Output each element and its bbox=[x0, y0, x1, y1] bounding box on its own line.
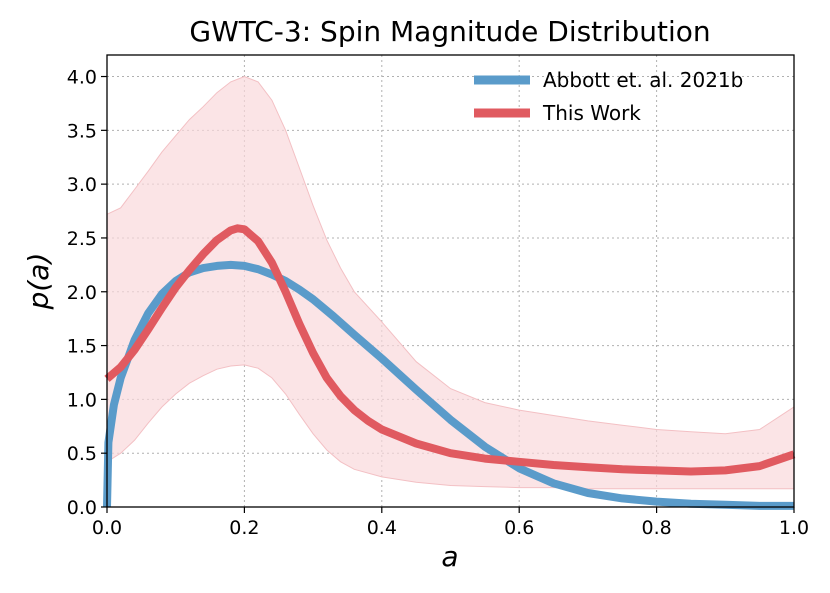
x-tick-label: 0.2 bbox=[229, 517, 259, 539]
y-tick-label: 1.0 bbox=[67, 389, 97, 411]
legend: Abbott et. al. 2021b This Work bbox=[474, 68, 743, 125]
y-tick-label: 0.0 bbox=[67, 497, 97, 519]
x-tick-label: 0.8 bbox=[641, 517, 671, 539]
x-tick-label: 0.0 bbox=[92, 517, 122, 539]
y-axis-ticks: 0.0 0.5 1.0 1.5 2.0 2.5 3.0 3.5 4.0 bbox=[67, 67, 107, 519]
x-axis-ticks: 0.0 0.2 0.4 0.6 0.8 1.0 bbox=[92, 507, 809, 539]
this-work-credible-band bbox=[106, 75, 795, 490]
y-tick-label: 0.5 bbox=[67, 443, 97, 465]
legend-label-this-work: This Work bbox=[542, 101, 641, 125]
y-tick-label: 2.5 bbox=[67, 228, 97, 250]
x-tick-label: 1.0 bbox=[779, 517, 809, 539]
chart-title: GWTC-3: Spin Magnitude Distribution bbox=[189, 15, 710, 48]
x-tick-label: 0.4 bbox=[367, 517, 397, 539]
series-line-this-work bbox=[104, 224, 796, 476]
series-line-abbott bbox=[103, 260, 794, 510]
x-tick-label: 0.6 bbox=[504, 517, 534, 539]
y-tick-label: 3.5 bbox=[67, 120, 97, 142]
y-tick-label: 1.5 bbox=[67, 336, 97, 358]
y-tick-label: 4.0 bbox=[67, 67, 97, 89]
y-tick-label: 2.0 bbox=[67, 282, 97, 304]
series-layer bbox=[103, 224, 796, 510]
credible-band-layer bbox=[106, 75, 795, 490]
y-tick-label: 3.0 bbox=[67, 174, 97, 196]
plot-frame bbox=[106, 54, 795, 508]
y-axis-label: p(a) bbox=[22, 253, 55, 311]
legend-label-abbott: Abbott et. al. 2021b bbox=[543, 68, 743, 92]
x-axis-label: a bbox=[441, 540, 458, 573]
